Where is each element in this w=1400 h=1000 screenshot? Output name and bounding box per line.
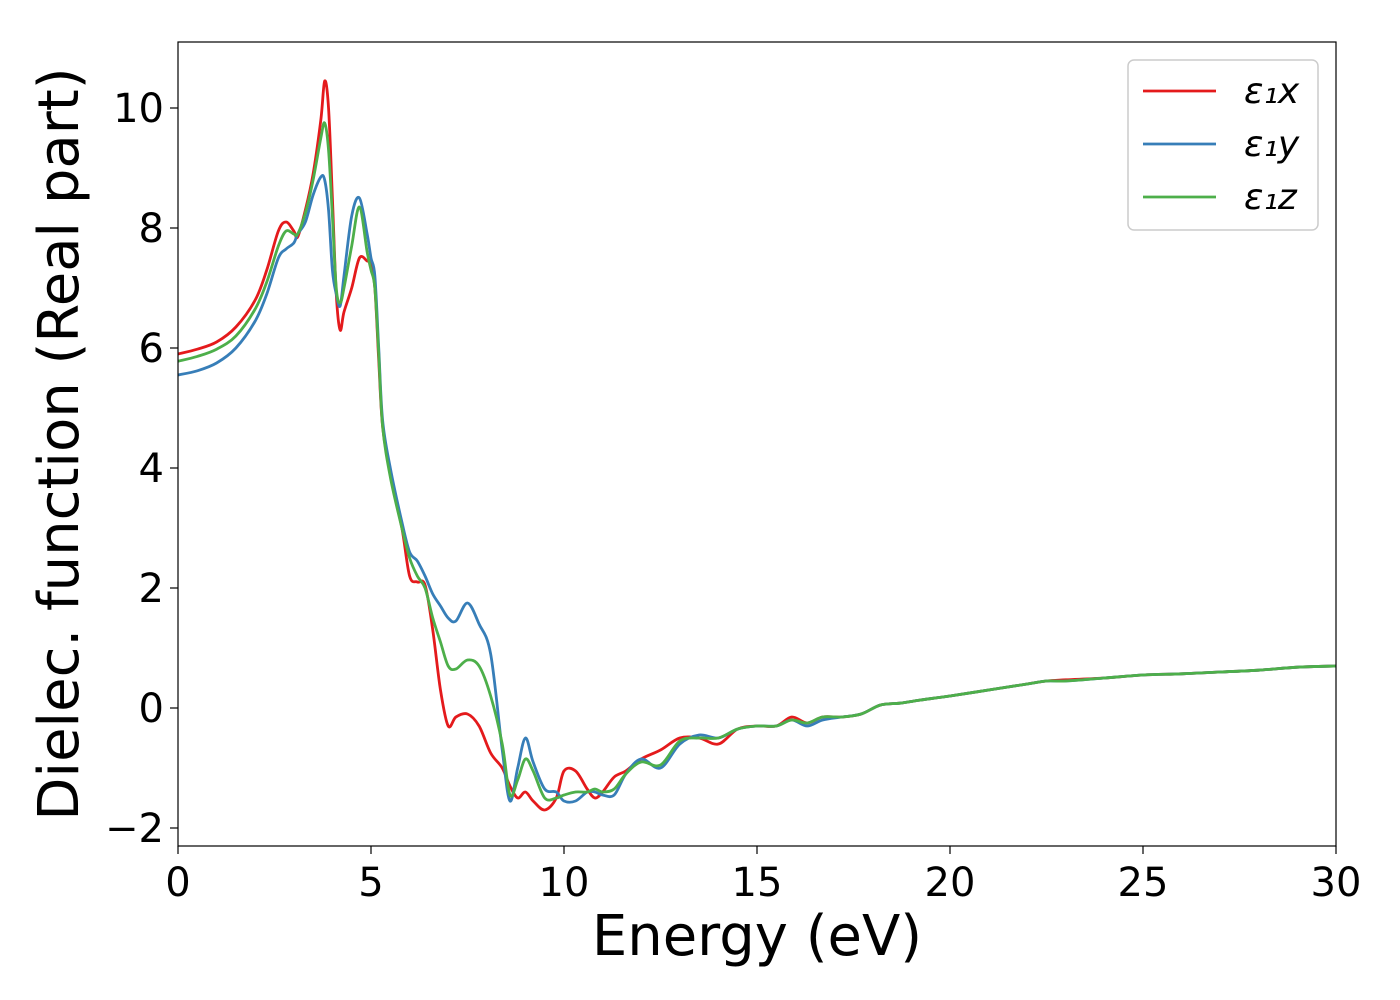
y-tick-label: 10 — [113, 86, 164, 132]
x-tick-label: 10 — [539, 860, 590, 906]
x-tick-label: 30 — [1311, 860, 1362, 906]
y-tick-label: 2 — [139, 566, 164, 612]
x-axis-ticks: 0 5 10 15 20 25 30 — [165, 846, 1361, 906]
legend-label-2: ε₁y — [1244, 124, 1300, 165]
x-tick-label: 20 — [925, 860, 976, 906]
y-tick-label: 0 — [139, 686, 164, 732]
y-tick-label: 4 — [139, 446, 164, 492]
x-tick-label: 25 — [1118, 860, 1169, 906]
legend-label-1: ε₁x — [1244, 71, 1300, 112]
x-axis-label: Energy (eV) — [592, 904, 922, 969]
legend-label-3: ε₁z — [1244, 177, 1298, 218]
x-tick-label: 0 — [165, 860, 190, 906]
series-layer — [178, 79, 1336, 812]
y-tick-label: 8 — [139, 206, 164, 252]
x-tick-label: 5 — [358, 860, 383, 906]
legend: ε₁x ε₁y ε₁z — [1127, 59, 1319, 231]
y-axis-ticks: −2 0 2 4 6 8 10 — [105, 86, 178, 852]
y-axis-label: Dielec. function (Real part) — [27, 67, 92, 820]
legend-box — [1127, 59, 1319, 231]
x-tick-label: 15 — [732, 860, 783, 906]
y-tick-label: −2 — [105, 806, 164, 852]
series-line-3 — [178, 121, 1336, 802]
y-tick-label: 6 — [139, 326, 164, 372]
